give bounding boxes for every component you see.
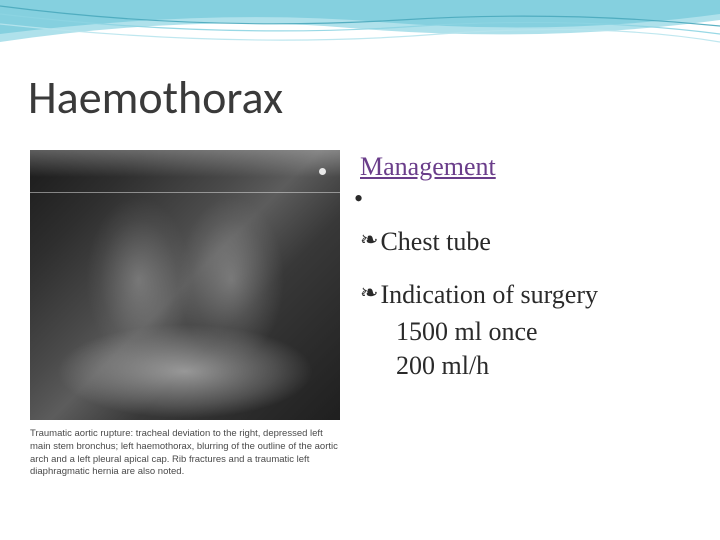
dot-bullet: • bbox=[354, 186, 700, 212]
bullet-glyph-icon: ❧ bbox=[360, 279, 378, 307]
indent-line-1: 1500 ml once bbox=[396, 315, 700, 349]
indent-line-2: 200 ml/h bbox=[396, 349, 700, 383]
slide-container: Haemothorax Traumatic aortic rupture: tr… bbox=[0, 0, 720, 540]
management-subheading: Management bbox=[360, 152, 700, 182]
image-caption: Traumatic aortic rupture: tracheal devia… bbox=[30, 428, 340, 479]
bullet-row-indication: ❧ Indication of surgery bbox=[360, 279, 700, 312]
bullet-glyph-icon: ❧ bbox=[360, 226, 378, 254]
wave-decoration bbox=[0, 0, 720, 70]
left-panel: Traumatic aortic rupture: tracheal devia… bbox=[30, 150, 340, 479]
bullet-text: Indication of surgery bbox=[380, 279, 598, 312]
wave-svg bbox=[0, 0, 720, 70]
xray-line bbox=[30, 192, 340, 193]
xray-marker bbox=[319, 168, 326, 175]
right-panel: Management • ❧ Chest tube ❧ Indication o… bbox=[360, 152, 700, 383]
xray-image-placeholder bbox=[30, 150, 340, 420]
slide-title: Haemothorax bbox=[28, 70, 283, 126]
bullet-text: Chest tube bbox=[380, 226, 491, 259]
bullet-row-chest-tube: ❧ Chest tube bbox=[360, 226, 700, 259]
xray-overlay bbox=[30, 150, 340, 420]
